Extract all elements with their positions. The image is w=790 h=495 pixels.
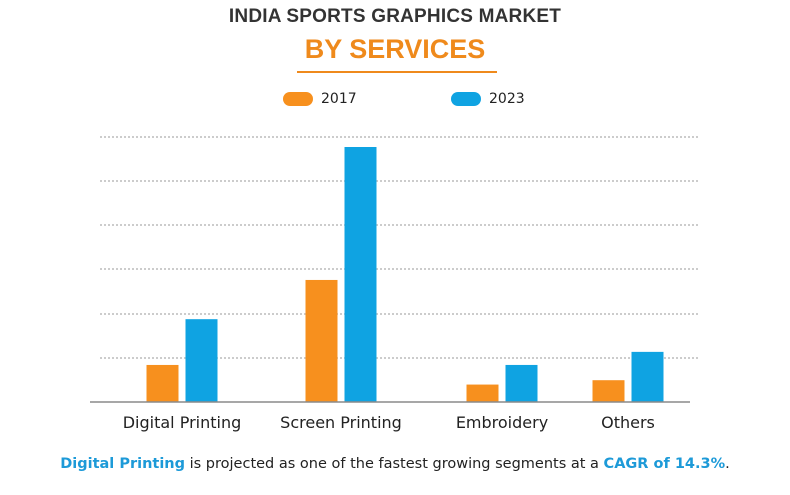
x-tick-label: Others [601, 413, 655, 432]
bar-2017-others [592, 380, 625, 402]
footnote-highlight-cagr: CAGR of 14.3% [603, 456, 726, 472]
bar-chart: Digital Printing Screen Printing Embroider… [90, 136, 698, 432]
legend-label-2023: 2023 [489, 91, 525, 107]
legend-swatch-2023 [451, 92, 481, 106]
footnote-highlight-segment: Digital Printing [60, 456, 185, 472]
bar-2023-screen-printing [344, 147, 377, 402]
legend-item-2023: 2023 [451, 91, 525, 107]
legend-item-2017: 2017 [283, 91, 357, 107]
chart-title: INDIA SPORTS GRAPHICS MARKET [228, 6, 562, 27]
bar-2017-embroidery [466, 384, 499, 402]
chart-subtitle: BY SERVICES [304, 34, 486, 64]
x-tick-label: Embroidery [456, 413, 548, 432]
footnote-period: . [725, 456, 730, 472]
legend-swatch-2017 [283, 92, 313, 106]
bar-2023-embroidery [505, 364, 538, 402]
x-tick-label: Screen Printing [280, 413, 402, 432]
bar-2023-others [631, 351, 664, 402]
footnote: Digital Printing is projected as one of … [0, 456, 790, 472]
title-underline [297, 71, 497, 73]
bar-2023-digital-printing [185, 319, 218, 402]
footnote-text: is projected as one of the fastest growi… [185, 456, 604, 472]
x-tick-label: Digital Printing [123, 413, 242, 432]
bar-2017-digital-printing [146, 364, 179, 402]
bar-2017-screen-printing [305, 279, 338, 402]
legend-label-2017: 2017 [321, 91, 357, 107]
